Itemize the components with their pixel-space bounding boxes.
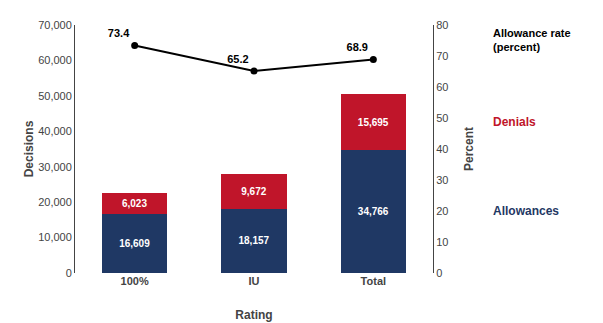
svg-text:20,000: 20,000 <box>38 196 72 208</box>
svg-text:100%: 100% <box>121 275 149 287</box>
svg-text:16,609: 16,609 <box>119 238 150 249</box>
svg-text:Total: Total <box>361 275 386 287</box>
svg-text:Rating: Rating <box>235 308 272 322</box>
svg-text:Percent: Percent <box>462 127 476 171</box>
svg-text:Allowance rate(percent): Allowance rate(percent) <box>493 27 571 53</box>
svg-text:9,672: 9,672 <box>241 186 266 197</box>
svg-text:10,000: 10,000 <box>38 231 72 243</box>
svg-text:Allowances: Allowances <box>493 204 559 218</box>
svg-text:0: 0 <box>66 267 72 279</box>
svg-text:20: 20 <box>436 205 448 217</box>
svg-text:30: 30 <box>436 174 448 186</box>
svg-text:80: 80 <box>436 19 448 31</box>
svg-text:50: 50 <box>436 112 448 124</box>
svg-text:70: 70 <box>436 50 448 62</box>
svg-text:30,000: 30,000 <box>38 161 72 173</box>
svg-text:60,000: 60,000 <box>38 54 72 66</box>
svg-text:IU: IU <box>249 275 260 287</box>
svg-text:Decisions: Decisions <box>22 120 36 177</box>
svg-text:6,023: 6,023 <box>122 198 147 209</box>
svg-text:10: 10 <box>436 236 448 248</box>
svg-text:40,000: 40,000 <box>38 125 72 137</box>
svg-text:18,157: 18,157 <box>238 235 269 246</box>
svg-text:70,000: 70,000 <box>38 19 72 31</box>
svg-text:15,695: 15,695 <box>358 117 389 128</box>
svg-text:50,000: 50,000 <box>38 90 72 102</box>
svg-text:0: 0 <box>436 267 442 279</box>
svg-text:65.2: 65.2 <box>227 53 248 65</box>
svg-text:60: 60 <box>436 81 448 93</box>
svg-text:68.9: 68.9 <box>347 41 368 53</box>
svg-text:40: 40 <box>436 143 448 155</box>
svg-text:34,766: 34,766 <box>358 206 389 217</box>
svg-text:73.4: 73.4 <box>108 27 130 39</box>
svg-text:Denials: Denials <box>493 115 536 129</box>
